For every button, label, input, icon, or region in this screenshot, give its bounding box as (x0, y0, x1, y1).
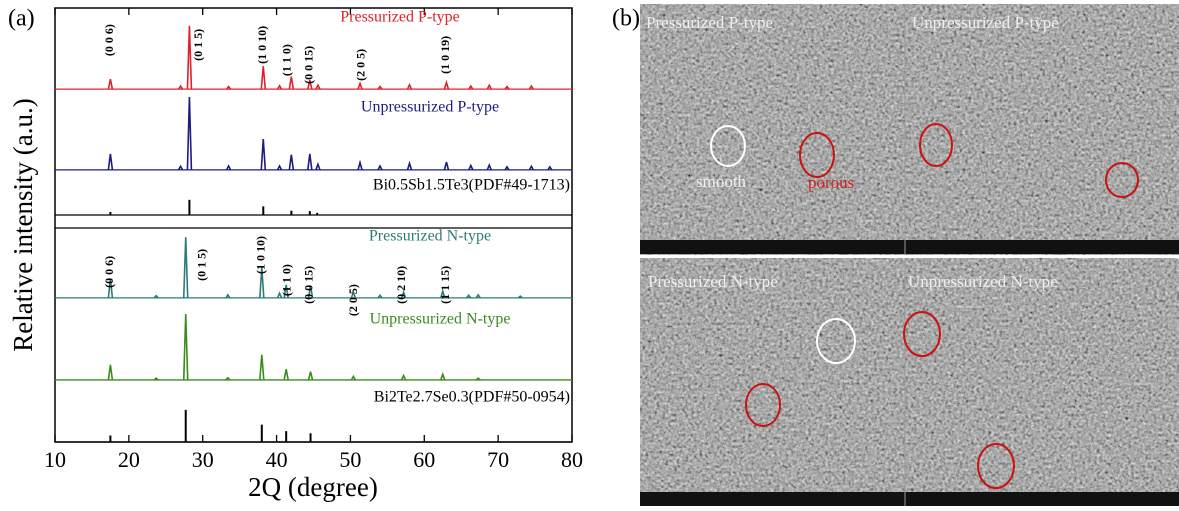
x-tick-label: 40 (266, 447, 288, 472)
peak (444, 162, 448, 170)
info-bar (640, 492, 1179, 506)
image-caption: Pressurized P-type (646, 13, 773, 32)
peak-annotation: (1 1 0) (279, 264, 293, 296)
peak (358, 84, 362, 90)
info-bar (640, 240, 1179, 254)
image-caption: Pressurized N-type (648, 272, 778, 291)
peak (408, 85, 412, 89)
peak (108, 365, 112, 380)
peak (261, 139, 265, 170)
peak (308, 154, 312, 170)
peak (289, 155, 293, 170)
peak (289, 77, 293, 90)
peak-annotation: (1 1 15) (438, 266, 452, 304)
sem-image (640, 258, 1179, 506)
x-tick-label: 10 (44, 447, 66, 472)
peak-annotation: (0 0 15) (302, 46, 316, 84)
peak (441, 374, 445, 380)
peak (108, 79, 112, 89)
series-label: Pressurized P-type (340, 9, 460, 26)
peak (469, 166, 473, 170)
peak (309, 372, 313, 380)
x-tick-label: 30 (192, 447, 214, 472)
peak-annotation: (1 0 10) (254, 236, 268, 274)
x-tick-label: 60 (413, 447, 435, 472)
peak (260, 355, 264, 380)
page: (a) Relative intensity (a.u.) 2Q (degree… (0, 0, 1179, 511)
x-axis-label: 2Q (degree) (248, 472, 378, 502)
panel-label: (b) (612, 6, 640, 32)
peak-annotation: (0 2 10) (394, 266, 408, 304)
sem-images: Pressurized P-type Unpressurized P-type … (640, 4, 1179, 506)
peak-annotation: (0 0 6) (102, 24, 116, 56)
panel-label: (a) (8, 6, 35, 32)
peak (184, 314, 188, 380)
x-tick-label: 70 (487, 447, 509, 472)
peak (261, 66, 265, 89)
peak-annotation: (0 0 6) (102, 256, 116, 288)
series-label: Bi2Te2.7Se0.3(PDF#50-0954) (374, 389, 570, 406)
peak-annotation: (2 0 5) (346, 284, 360, 316)
series-label: Unpressurized P-type (361, 99, 499, 116)
peak-annotation: (0 1 5) (194, 249, 208, 281)
peak-annotation: (2 0 5) (353, 49, 367, 81)
series-label: Pressurized N-type (369, 228, 491, 245)
series-label: Bi0.5Sb1.5Te3(PDF#49-1713) (373, 177, 570, 194)
peak-annotation: (1 0 19) (438, 36, 452, 74)
sem-image (640, 4, 1179, 255)
series-label: Unpressurized N-type (370, 311, 511, 328)
note: porous (808, 173, 854, 192)
peak (487, 165, 491, 170)
peak (108, 154, 112, 170)
peak (444, 83, 448, 90)
plot: 10 20 30 40 50 60 70 80 Pressurized P-type Unpres… (44, 8, 583, 472)
image-caption: Unpressurized N-type (908, 272, 1058, 291)
x-tick-label: 80 (561, 447, 583, 472)
peak (187, 97, 191, 170)
peak-annotation: (0 0 15) (302, 266, 316, 304)
peak (358, 163, 362, 170)
image-caption: Unpressurized P-type (912, 13, 1059, 32)
peak (316, 164, 320, 170)
peak-annotation: (0 1 5) (191, 29, 205, 61)
peak-annotation: (1 0 10) (255, 26, 269, 64)
x-tick-label: 20 (118, 447, 140, 472)
figure: (a) Relative intensity (a.u.) 2Q (degree… (0, 0, 1179, 506)
peak (184, 237, 188, 298)
note: smooth (696, 172, 747, 191)
peak-annotation: (1 1 0) (279, 44, 293, 76)
x-tick-label: 50 (339, 447, 361, 472)
peak (284, 369, 288, 380)
peak (402, 376, 406, 380)
y-axis-label: Relative intensity (a.u.) (8, 98, 38, 351)
peak (408, 163, 412, 170)
